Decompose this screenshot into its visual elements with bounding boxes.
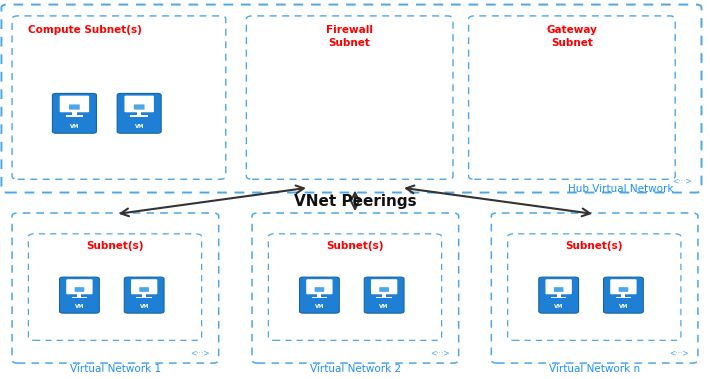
FancyBboxPatch shape: [139, 287, 149, 292]
Text: VM: VM: [618, 304, 628, 309]
FancyBboxPatch shape: [268, 234, 442, 340]
Text: Virtual Network 1: Virtual Network 1: [70, 364, 161, 374]
Bar: [616, 297, 631, 298]
Bar: [77, 293, 82, 297]
FancyBboxPatch shape: [371, 279, 398, 294]
FancyBboxPatch shape: [300, 277, 339, 313]
FancyBboxPatch shape: [306, 279, 332, 294]
FancyBboxPatch shape: [60, 277, 99, 313]
FancyBboxPatch shape: [12, 16, 226, 179]
Text: VM: VM: [139, 304, 149, 309]
Bar: [312, 297, 327, 298]
Text: <···>: <···>: [672, 177, 692, 186]
FancyBboxPatch shape: [618, 287, 628, 292]
Text: Compute Subnet(s): Compute Subnet(s): [28, 25, 142, 34]
Text: Firewall
Subnet: Firewall Subnet: [326, 25, 373, 48]
FancyBboxPatch shape: [469, 16, 675, 179]
Text: Virtual Network n: Virtual Network n: [549, 364, 640, 374]
Bar: [72, 111, 77, 115]
Text: VM: VM: [70, 124, 79, 129]
Text: Virtual Network 2: Virtual Network 2: [310, 364, 401, 374]
FancyBboxPatch shape: [604, 277, 643, 313]
Text: Subnet(s): Subnet(s): [566, 241, 623, 251]
FancyBboxPatch shape: [66, 279, 92, 294]
FancyBboxPatch shape: [75, 287, 84, 292]
Bar: [557, 293, 561, 297]
Bar: [376, 297, 392, 298]
FancyBboxPatch shape: [12, 213, 219, 363]
Text: VM: VM: [315, 304, 324, 309]
Text: Subnet(s): Subnet(s): [327, 241, 383, 251]
FancyBboxPatch shape: [69, 104, 80, 110]
Text: VNet Peerings: VNet Peerings: [294, 194, 416, 209]
Text: VM: VM: [379, 304, 389, 309]
Bar: [136, 297, 152, 298]
Bar: [142, 293, 146, 297]
Text: <···>: <···>: [430, 349, 449, 358]
FancyBboxPatch shape: [315, 287, 324, 292]
FancyBboxPatch shape: [28, 234, 202, 340]
FancyBboxPatch shape: [53, 94, 97, 133]
Text: VM: VM: [554, 304, 563, 309]
FancyBboxPatch shape: [379, 287, 389, 292]
Text: VM: VM: [134, 124, 144, 129]
FancyBboxPatch shape: [364, 277, 404, 313]
FancyBboxPatch shape: [60, 96, 89, 112]
Text: Hub Virtual Network: Hub Virtual Network: [569, 184, 674, 194]
FancyBboxPatch shape: [124, 277, 164, 313]
Text: <···>: <···>: [669, 349, 689, 358]
FancyBboxPatch shape: [610, 279, 637, 294]
Bar: [137, 111, 141, 115]
FancyBboxPatch shape: [133, 104, 145, 110]
FancyBboxPatch shape: [554, 287, 564, 292]
FancyBboxPatch shape: [131, 279, 158, 294]
FancyBboxPatch shape: [545, 279, 572, 294]
FancyBboxPatch shape: [491, 213, 698, 363]
Text: <···>: <···>: [190, 349, 209, 358]
FancyBboxPatch shape: [539, 277, 579, 313]
Bar: [131, 115, 148, 117]
FancyBboxPatch shape: [508, 234, 681, 340]
Text: Gateway
Subnet: Gateway Subnet: [547, 25, 597, 48]
FancyBboxPatch shape: [246, 16, 453, 179]
FancyBboxPatch shape: [1, 5, 701, 193]
Bar: [65, 115, 83, 117]
Bar: [317, 293, 322, 297]
FancyBboxPatch shape: [252, 213, 459, 363]
Bar: [72, 297, 87, 298]
Bar: [621, 293, 626, 297]
FancyBboxPatch shape: [117, 94, 161, 133]
Bar: [551, 297, 567, 298]
Text: Subnet(s): Subnet(s): [87, 241, 143, 251]
FancyBboxPatch shape: [124, 96, 154, 112]
Text: VM: VM: [75, 304, 84, 309]
Bar: [382, 293, 386, 297]
